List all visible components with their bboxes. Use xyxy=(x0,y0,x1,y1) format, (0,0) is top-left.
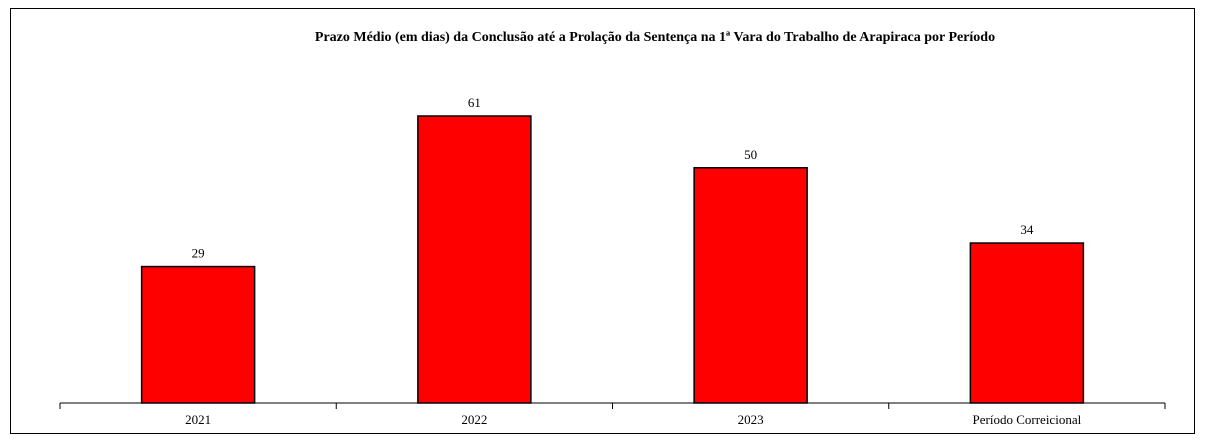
bar-2022 xyxy=(417,115,532,404)
bar-2023 xyxy=(693,167,808,404)
data-label: 50 xyxy=(744,147,757,162)
bar-período-correicional xyxy=(969,242,1085,404)
x-tick-label: 2023 xyxy=(738,412,764,427)
x-tick-label: 2022 xyxy=(461,412,487,427)
data-label: 61 xyxy=(468,95,481,110)
x-tick-label: 2021 xyxy=(185,412,211,427)
data-label: 34 xyxy=(1020,222,1034,237)
chart-title: Prazo Médio (em dias) da Conclusão até a… xyxy=(314,30,996,45)
bar-2021 xyxy=(140,265,256,404)
x-tick-label: Período Correicional xyxy=(973,412,1082,427)
data-label: 29 xyxy=(192,246,205,261)
